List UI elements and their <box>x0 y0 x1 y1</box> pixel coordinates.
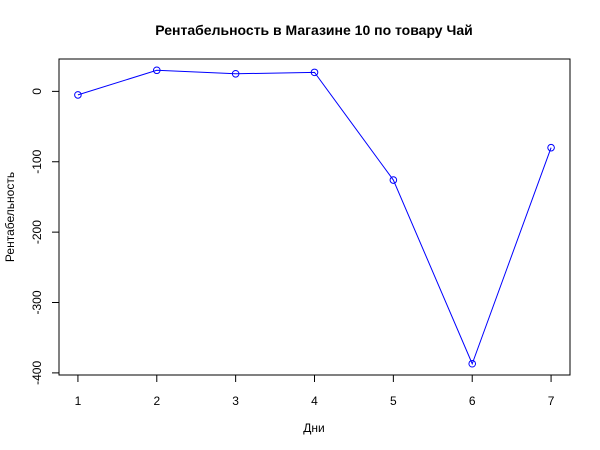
x-axis-label: Дни <box>303 421 324 435</box>
y-tick-label: -300 <box>30 290 44 314</box>
data-point <box>231 69 240 78</box>
data-point <box>547 143 555 152</box>
y-tick-label: -400 <box>30 361 44 385</box>
data-point <box>468 359 477 368</box>
y-tick-label: -200 <box>30 220 44 244</box>
y-axis: 0 -100 -200 -300 -400 <box>30 88 60 385</box>
data-point <box>389 176 398 184</box>
series-layer <box>74 66 555 368</box>
y-tick-label: 0 <box>30 88 44 95</box>
x-tick-label: 7 <box>548 394 555 408</box>
y-axis-label: Рентабельность <box>3 172 17 262</box>
x-tick-label: 6 <box>469 394 476 408</box>
plot-frame <box>58 58 571 376</box>
x-tick-label: 4 <box>311 394 318 408</box>
chart-title: Рентабельность в Магазине 10 по товару Ч… <box>155 22 472 38</box>
series-line <box>77 69 552 366</box>
x-tick-label: 2 <box>153 394 160 408</box>
x-tick-label: 1 <box>75 394 82 408</box>
data-point <box>74 91 82 99</box>
y-tick-label: -100 <box>30 149 44 173</box>
data-point <box>310 68 319 77</box>
x-tick-label: 3 <box>232 394 239 408</box>
x-tick-label: 5 <box>390 394 397 408</box>
x-axis: 1 2 3 4 5 6 7 <box>75 374 555 408</box>
data-point <box>152 66 161 75</box>
